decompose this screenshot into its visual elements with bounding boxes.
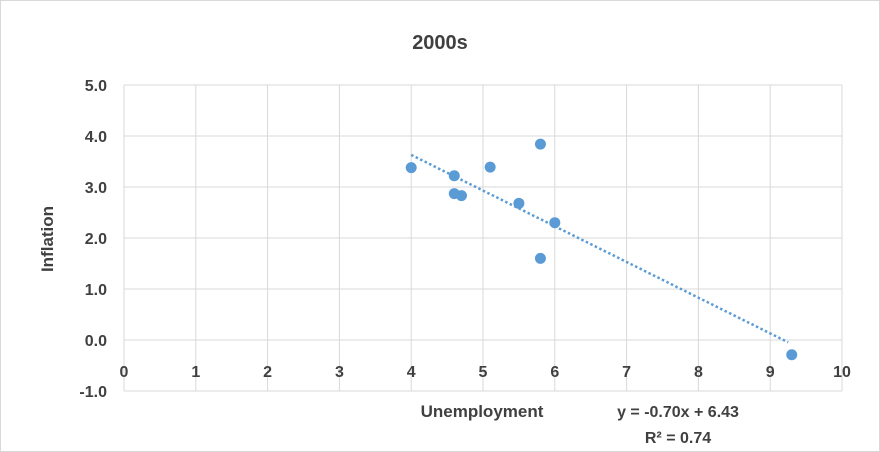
data-point	[534, 138, 546, 150]
data-points	[405, 138, 798, 361]
x-tick-label: 7	[622, 364, 631, 381]
y-tick-label: 1.0	[85, 282, 107, 299]
x-tick-label: 3	[335, 364, 344, 381]
x-axis-label: Unemployment	[421, 402, 544, 421]
data-point	[455, 190, 467, 202]
x-tick-label: 6	[550, 364, 559, 381]
grid	[123, 84, 843, 392]
data-point	[448, 170, 460, 182]
y-tick-label: -1.0	[79, 384, 107, 401]
y-axis-ticks: 5.0 4.0 3.0 2.0 1.0 0.0 -1.0	[79, 78, 107, 401]
y-tick-label: 0.0	[85, 333, 107, 350]
y-axis-label: Inflation	[38, 206, 57, 272]
x-tick-label: 8	[694, 364, 703, 381]
x-tick-label: 5	[479, 364, 488, 381]
x-tick-label: 10	[833, 364, 851, 381]
x-tick-label: 9	[766, 364, 775, 381]
data-point	[405, 162, 417, 174]
data-point	[484, 161, 496, 173]
y-tick-label: 4.0	[85, 129, 107, 146]
trendline-line	[410, 153, 789, 344]
data-point	[513, 197, 525, 209]
y-tick-label: 3.0	[85, 180, 107, 197]
y-tick-label: 5.0	[85, 78, 107, 95]
data-point	[786, 349, 798, 361]
trendline	[410, 153, 789, 344]
x-tick-label: 1	[191, 364, 200, 381]
data-point	[534, 252, 546, 264]
trendline-equation: y = -0.70x + 6.43	[617, 404, 739, 421]
x-axis-ticks: 0 1 2 3 4 5 6 7 8 9 10	[120, 364, 851, 381]
x-tick-label: 0	[120, 364, 129, 381]
x-tick-label: 4	[407, 364, 416, 381]
y-tick-label: 2.0	[85, 231, 107, 248]
data-point	[549, 217, 561, 229]
chart-title: 2000s	[412, 32, 468, 54]
x-tick-label: 2	[263, 364, 272, 381]
trendline-r-squared: R² = 0.74	[645, 430, 711, 447]
